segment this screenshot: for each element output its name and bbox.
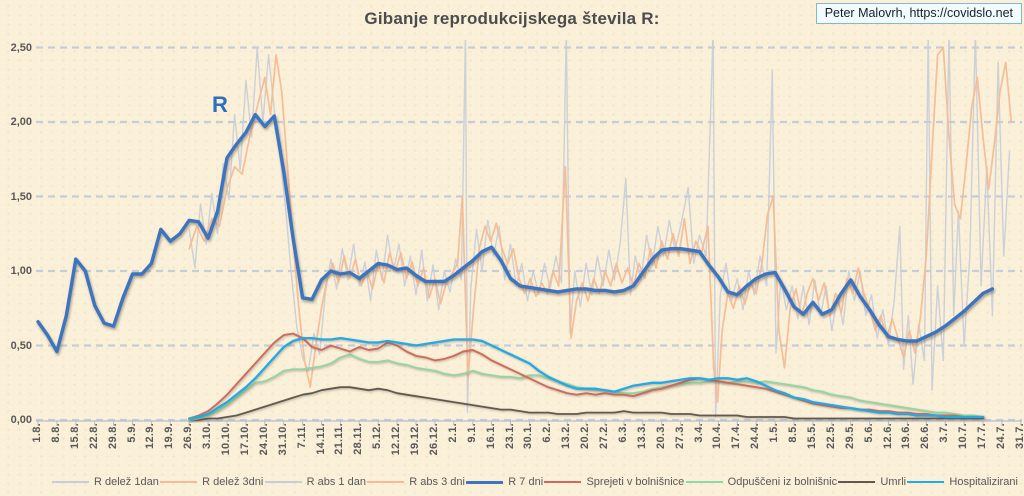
series-line [188,40,1011,418]
y-axis-label: 0,00 [10,414,32,426]
x-axis-label: 7.11. [295,423,308,449]
x-axis-label: 5.12. [371,423,384,449]
x-axis-label: 13.2. [560,423,573,449]
x-axis-label: 13.3. [635,423,648,449]
x-axis-label: 9.1. [465,423,478,443]
x-axis-label: 1.5. [768,423,781,443]
legend-item[interactable]: R abs 1 dan [264,476,366,488]
x-axis-label: 3.7. [938,423,951,443]
x-axis-label: 6.2. [541,423,554,443]
x-axis-label: 27.3. [673,423,686,449]
legend-item[interactable]: Sprejeti v bolnišnice [544,476,684,488]
x-axis-label: 8.8. [49,423,62,443]
legend-item-label: Sprejeti v bolnišnice [586,476,685,488]
x-axis-label: 27.2. [598,423,610,449]
x-axis-label: 6.3. [616,423,629,443]
legend-item-label: R 7 dni [508,476,544,488]
x-axis-label: 24.4. [749,423,762,449]
x-axis-label: 30.1. [522,423,535,449]
x-axis-label: 17.10. [238,423,251,456]
x-axis-label: 21.11. [333,423,346,455]
x-axis-label: 22.8. [87,423,100,449]
y-axis-label: 2,00 [10,116,32,128]
series-line [36,112,995,354]
x-axis-label: 31.10. [276,423,289,456]
legend-item-label: Odpuščeni iz bolnišnic [727,476,838,488]
legend: R delež 1dan R delež 3dni R abs 1 dan R abs… [52,472,1018,492]
x-axis-label: 12.12. [390,423,403,456]
y-axis-label: 0,50 [10,339,32,352]
legend-line-sample [264,481,302,483]
x-axis-label: 19.12. [409,423,421,456]
legend-line-sample [685,481,723,483]
x-axis-label: 5.6. [862,423,875,443]
x-axis-label: 20.2. [579,423,592,449]
x-axis-label: 26.12. [427,423,440,456]
x-axis-label: 19.9. [163,423,176,449]
legend-line-sample [544,481,582,483]
x-axis-label: 22.5. [824,423,837,449]
x-axis-label: 29.5. [843,423,856,449]
r-annotation: R [212,92,228,117]
legend-item[interactable]: Umrli [838,476,906,488]
x-axis-label: 15.5. [805,423,818,449]
x-axis-label: 3.10. [201,423,214,449]
x-axis-label: 16.1. [484,423,497,449]
x-axis-label: 12.6. [881,423,894,449]
x-axis-label: 10.4. [711,423,724,449]
x-axis-label: 10.7. [957,423,970,449]
x-axis-label: 28.11. [352,423,365,455]
x-axis-label: 24.7. [994,423,1007,449]
legend-item-label: R delež 1dan [94,476,159,488]
series-line [188,386,984,421]
chart-title: Gibanje reprodukcijskega števila R: [364,9,660,28]
attribution-box: Peter Malovrh, https://covidslo.net [815,3,1022,24]
legend-item[interactable]: R delež 3dni [160,476,263,488]
legend-line-sample [52,481,89,483]
legend-line-sample [838,481,876,483]
legend-item-label: Hospitalizirani [949,476,1018,488]
x-axis-label: 19.6. [900,423,913,449]
legend-line-sample [367,481,405,483]
legend-line-sample [907,481,945,483]
legend-item[interactable]: Hospitalizirani [907,476,1018,488]
x-axis-label: 3.4. [692,423,705,443]
x-axis-label: 31.7. [1013,423,1024,449]
legend-item[interactable]: R 7 dni [466,476,543,488]
attribution-link[interactable]: Peter Malovrh, https://covidslo.net [824,6,1013,20]
x-axis-label: 5.9. [125,423,138,443]
x-axis-label: 26.6. [919,423,932,449]
x-axis-label: 23.1. [503,423,516,449]
legend-item-label: R delež 3dni [202,476,264,488]
y-axis-label: 1,50 [10,190,32,203]
legend-line-sample [160,481,198,483]
legend-item-label: R abs 1 dan [306,476,366,488]
x-axis-label: 14.11. [314,423,327,455]
y-axis-label: 2,50 [10,41,32,54]
x-axis-label: 24.10. [257,423,270,456]
x-axis-label: 17.7. [976,423,988,449]
x-axis-label: 8.5. [787,423,799,443]
x-axis-label: 15.8. [68,423,81,449]
x-axis-label: 12.9. [144,423,157,449]
series-line [188,46,1013,403]
legend-item[interactable]: R abs 3 dni [367,476,465,488]
x-axis-label: 26.9. [182,423,195,449]
x-axis-label: 29.8. [106,423,119,449]
series-line [188,336,985,420]
legend-item-label: Umrli [880,476,907,488]
x-axis-label: 20.3. [654,423,667,449]
legend-item-label: R abs 3 dni [409,476,465,488]
x-axis-label: 17.4. [730,423,743,449]
legend-item[interactable]: R delež 1dan [52,476,159,488]
x-axis-label: 2.1. [446,423,459,443]
y-axis-label: 1,00 [10,265,32,277]
x-axis-label: 1.8. [31,423,43,443]
x-axis-label: 10.10. [220,423,232,456]
legend-line-sample [466,480,504,484]
legend-item[interactable]: Odpuščeni iz bolnišnic [685,476,838,488]
